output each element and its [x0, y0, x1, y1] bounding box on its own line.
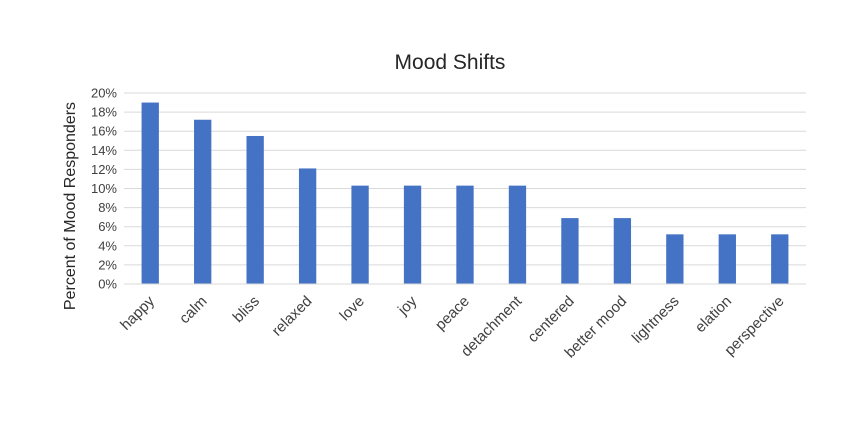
y-tick-label: 20%: [91, 86, 117, 101]
bar-detachment: [508, 185, 527, 284]
x-tick-label: joy: [394, 292, 421, 319]
bar-centered: [561, 218, 579, 284]
y-axis-label: Percent of Mood Responders: [62, 102, 79, 310]
bar-love: [351, 185, 369, 284]
y-tick-label: 4%: [98, 238, 117, 253]
bar-calm: [194, 119, 212, 285]
x-tick-label: happy: [117, 292, 158, 333]
y-tick-label: 14%: [91, 143, 117, 158]
bars: [141, 102, 789, 285]
x-tick-label: centered: [524, 293, 577, 346]
y-tick-label: 12%: [91, 162, 117, 177]
x-tick-label: bliss: [230, 293, 263, 326]
bar-elation: [718, 234, 736, 284]
y-tick-label: 0%: [98, 277, 117, 292]
x-tick-label: lightness: [629, 293, 683, 347]
y-tick-label: 2%: [98, 257, 117, 272]
y-tick-label: 18%: [91, 105, 117, 120]
y-tick-label: 10%: [91, 181, 117, 196]
x-tick-label: love: [336, 293, 367, 324]
x-tick-label: calm: [176, 293, 210, 327]
x-tick-label: elation: [692, 293, 735, 336]
bar-happy: [141, 102, 159, 284]
bar-joy: [403, 185, 422, 284]
y-tick-label: 8%: [98, 200, 117, 215]
x-axis-ticks: happy calm bliss relaxed love joy peacedetachm…: [117, 292, 787, 361]
y-tick-label: 6%: [98, 219, 117, 234]
x-tick-label: relaxed: [269, 293, 316, 340]
bar-perspective: [771, 234, 789, 284]
x-tick-label: peace: [432, 293, 473, 334]
y-axis-ticks: 0% 2% 4% 6% 8% 10% 12% 14% 16% 18% 20%: [91, 86, 117, 292]
bar-bliss: [246, 135, 264, 284]
y-tick-label: 16%: [91, 124, 117, 139]
bar-lightness: [666, 234, 684, 284]
bar-better-mood: [613, 218, 632, 284]
bar-peace: [456, 185, 474, 284]
bar-relaxed: [298, 168, 317, 284]
chart-title: Mood Shifts: [395, 51, 506, 74]
